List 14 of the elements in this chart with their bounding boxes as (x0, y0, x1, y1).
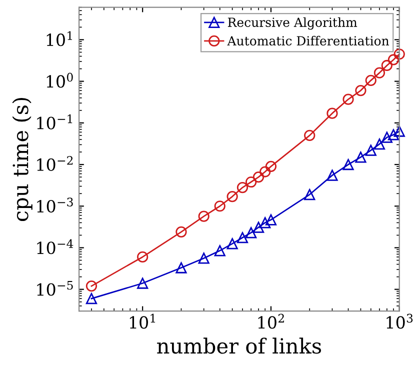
y-tick-label: 10$^{−2}$ (37, 156, 73, 171)
y-tick-label: 10$^{−4}$ (37, 239, 74, 254)
y-tick-label: 10$^{1}$ (46, 31, 72, 46)
x-tick-label: 10$^{2}$ (258, 314, 284, 329)
y-tick-label: 10$^{−3}$ (37, 198, 73, 213)
y-tick-label: 10$^{0}$ (46, 72, 73, 88)
y-tick-label: 10$^{−1}$ (37, 114, 72, 130)
x-tick-label: 10$^{3}$ (386, 314, 413, 329)
y-axis-title: cpu time (s) (12, 98, 32, 222)
x-tick-label: 10$^{1}$ (130, 314, 156, 329)
legend-label: Automatic Differentiation (227, 36, 390, 46)
x-axis-title: number of links (157, 338, 322, 354)
y-tick-label: 10$^{−5}$ (37, 281, 73, 296)
legend-label: Recursive Algorithm (228, 17, 358, 30)
